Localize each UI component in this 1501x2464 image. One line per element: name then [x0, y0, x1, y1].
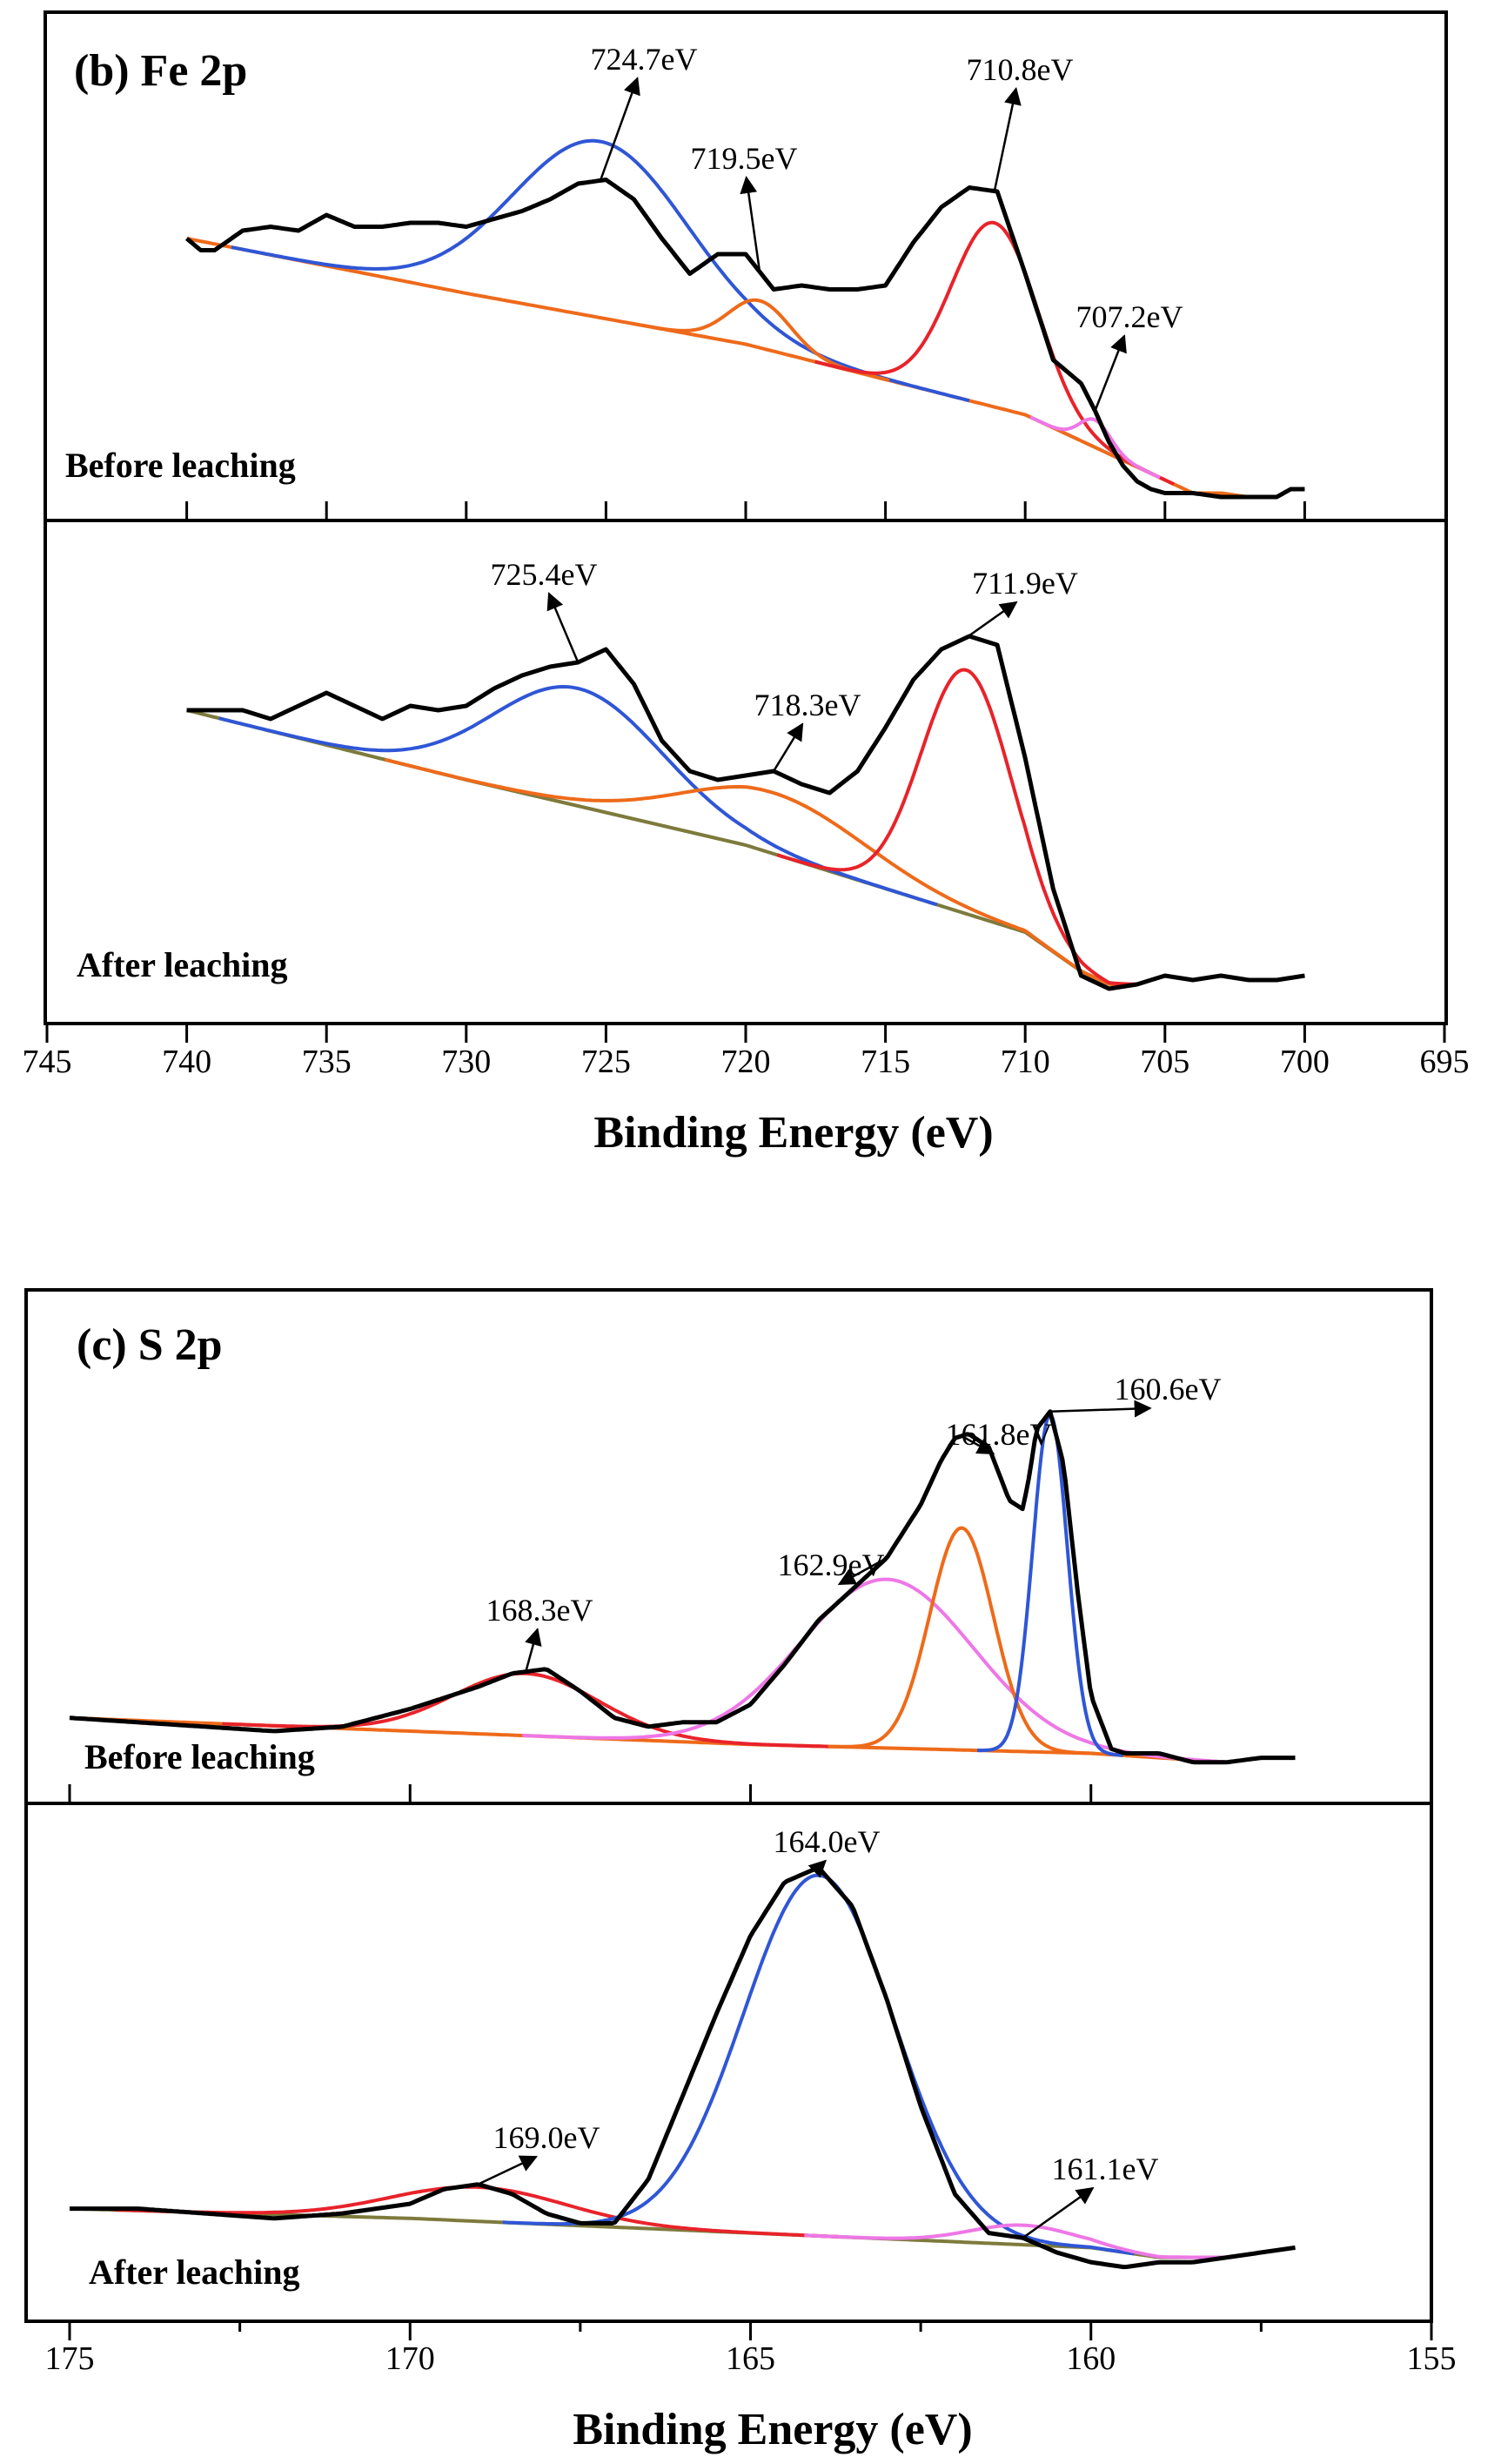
s-2p-peak-arrow [1049, 1400, 1152, 1418]
fe-2p-peak-arrow [773, 722, 804, 772]
s-2p-peak-label: 162.9eV [778, 1548, 885, 1582]
s-2p-before-label: Before leaching [84, 1737, 315, 1776]
s-2p-peak-label: 168.3eV [486, 1593, 593, 1628]
fe-2p-x-tick-label: 725 [581, 1044, 631, 1080]
s-2p-panel-title: (c) S 2p [77, 1320, 223, 1370]
fe-2p-x-tick-label: 730 [441, 1044, 491, 1080]
s-2p-peak-pink-curve [804, 2223, 1242, 2259]
s-2p-top-frame [24, 1288, 1433, 1805]
s-2p-peak-label: 161.8eV [946, 1417, 1053, 1452]
fe-2p-x-tick-label: 695 [1420, 1044, 1470, 1080]
fe-2p-peak-arrow [966, 601, 1018, 639]
s-2p-measured-envelope [69, 1409, 1296, 1765]
fe-2p-bottom-frame [44, 519, 1448, 1025]
s-2p-peak-arrow [525, 1628, 542, 1672]
fe-2p-peak-orange-curve [384, 757, 1163, 986]
s-2p-peak-label: 160.6eV [1115, 1372, 1222, 1407]
fe-2p-peak-label: 710.8eV [967, 52, 1074, 87]
fe-2p-x-tick-label: 745 [23, 1044, 72, 1080]
fe-2p-peak-arrow [1094, 334, 1127, 412]
fe-2p-x-tick-label: 710 [1001, 1044, 1050, 1080]
s-2p-x-tick-label: 155 [1407, 2340, 1457, 2377]
s-2p-peak-blue-curve [977, 1413, 1123, 1757]
fe-2p-plot-area: 745 740 735 730 725 720 715 710 705 700 695 724.7eV… [23, 42, 1470, 1080]
fe-2p-top-frame [44, 10, 1448, 522]
fe-2p-peak-arrow [546, 592, 580, 663]
s-2p-measured-envelope [70, 1865, 1296, 2270]
s-2p-peak-label: 169.0eV [493, 2120, 600, 2155]
s-2p-peak-arrow [477, 2155, 539, 2185]
fe-2p-x-tick-label: 735 [302, 1044, 352, 1080]
fe-2p-x-axis-title: Binding Energy (eV) [593, 1108, 993, 1158]
fe-2p-figure: 745 740 735 730 725 720 715 710 705 700 695 724.7eV… [23, 10, 1470, 1158]
fe-2p-peak-blue-curve [231, 138, 970, 403]
s-2p-peak-orange-curve [828, 1526, 1096, 1756]
fe-2p-peak-label: 707.2eV [1076, 299, 1183, 334]
s-2p-x-tick-label: 160 [1066, 2340, 1116, 2377]
fe-2p-peak-arrow [993, 87, 1022, 191]
fe-2p-peak-label: 725.4eV [491, 557, 598, 592]
s-2p-peak-label: 161.1eV [1052, 2152, 1159, 2186]
fe-2p-after-label: After leaching [77, 945, 288, 984]
s-2p-plot-area: 175 170 165 160 155 168.3eV 162.9eV 161.8eV 160.… [45, 1372, 1457, 2377]
fe-2p-measured-envelope [186, 634, 1305, 991]
s-2p-bottom-frame [24, 1802, 1433, 2323]
fe-2p-x-tick-label: 715 [861, 1044, 910, 1080]
s-2p-peak-blue-curve [502, 1873, 1135, 2256]
s-2p-x-tick-label: 170 [385, 2340, 435, 2377]
s-2p-peak-label: 164.0eV [774, 1824, 881, 1859]
s-2p-x-tick-label: 165 [726, 2340, 775, 2377]
s-2p-peak-arrow [837, 1557, 888, 1586]
fe-2p-before-label: Before leaching [65, 446, 296, 485]
s-2p-x-tick-label: 175 [45, 2340, 95, 2377]
fe-2p-peak-arrow [740, 176, 761, 272]
fe-2p-peak-label: 724.7eV [591, 42, 698, 77]
fe-2p-x-tick-label: 700 [1280, 1044, 1330, 1080]
fe-2p-x-tick-label: 740 [162, 1044, 211, 1080]
fe-2p-x-tick-label: 720 [721, 1044, 771, 1080]
s-2p-after-label: After leaching [89, 2253, 300, 2292]
fe-2p-background-line [186, 237, 1305, 499]
fe-2p-peak-label: 711.9eV [972, 566, 1078, 601]
s-2p-peak-arrow [1022, 2186, 1095, 2239]
s-2p-x-axis-title: Binding Energy (eV) [573, 2405, 972, 2454]
s-2p-peak-arrow [961, 1434, 995, 1455]
fe-2p-peak-label: 718.3eV [754, 688, 861, 722]
fe-2p-peak-red-curve [776, 668, 1156, 986]
fe-2p-peak-red-curve [814, 220, 1175, 487]
fe-2p-x-tick-label: 705 [1140, 1044, 1189, 1080]
s-2p-figure: 175 170 165 160 155 168.3eV 162.9eV 161.8eV 160.… [24, 1288, 1457, 2454]
fe-2p-peak-label: 719.5eV [691, 141, 798, 176]
fe-2p-panel-title: (b) Fe 2p [74, 46, 247, 96]
s-2p-peak-arrow [807, 1859, 828, 1878]
s-2p-peak-red-curve [113, 2185, 843, 2239]
fe-2p-peak-pink-curve [1029, 415, 1161, 480]
fe-2p-peak-arrow [599, 77, 640, 181]
fe-2p-measured-envelope [184, 178, 1305, 500]
fe-2p-background-line [186, 708, 1305, 986]
